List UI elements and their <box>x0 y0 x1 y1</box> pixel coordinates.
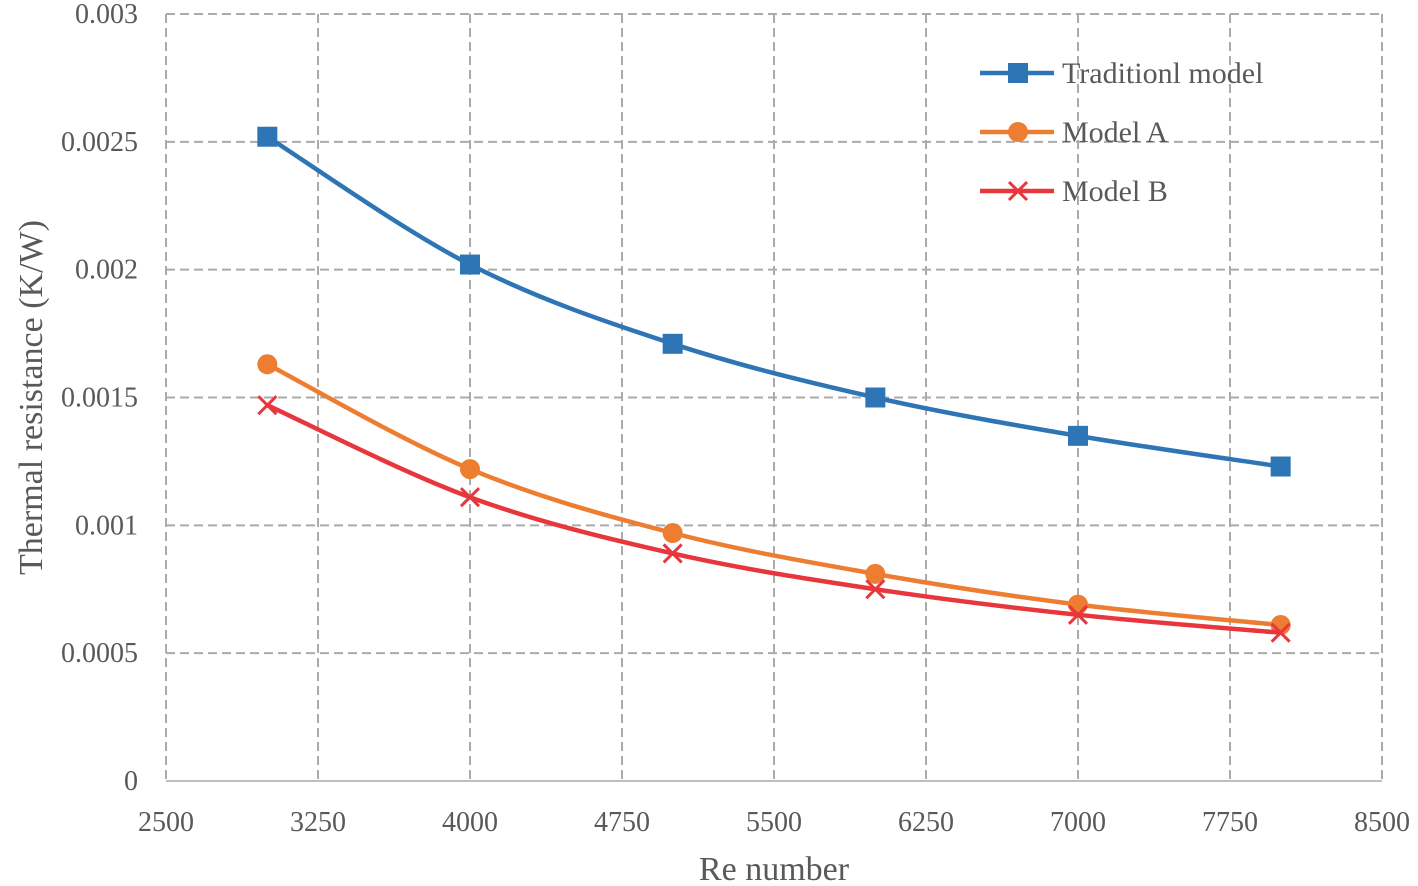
series-line-model-b <box>265 402 1283 635</box>
x-tick-label: 3250 <box>290 807 346 838</box>
data-point-traditionl-model <box>865 387 886 408</box>
series-traditionl-model <box>257 126 1291 477</box>
data-point-model-b <box>1270 622 1291 643</box>
data-point-model-b <box>459 487 481 508</box>
x-marker-stroke <box>257 395 278 416</box>
data-point-model-b <box>257 395 278 416</box>
x-marker-stroke <box>1067 604 1089 625</box>
series-line-model-a <box>265 362 1283 628</box>
legend-label: Model B <box>1062 175 1168 208</box>
data-point-model-b <box>662 543 683 564</box>
legend-marker <box>1008 122 1028 142</box>
series-model-a <box>257 354 1291 636</box>
x-marker-stroke <box>865 579 886 600</box>
data-point-model-a <box>1068 594 1088 615</box>
y-tick-label: 0.0025 <box>61 127 138 158</box>
x-marker-stroke <box>459 487 481 508</box>
x-axis-title: Re number <box>699 851 850 886</box>
y-tick-label: 0.001 <box>75 510 138 541</box>
data-point-traditionl-model <box>662 333 683 354</box>
data-point-model-a <box>662 523 683 544</box>
legend-marker <box>1007 180 1029 202</box>
x-marker-stroke <box>1270 622 1291 643</box>
axes: 0 0.0005 0.001 0.0015 0.002 0.0025 0.003 2500 32… <box>61 0 1410 838</box>
y-tick-label: 0.002 <box>75 255 138 286</box>
x-tick-label: 8500 <box>1354 807 1410 838</box>
series-line-traditionl-model <box>265 134 1283 469</box>
legend-item-traditionl-model: Traditionl model <box>980 57 1263 90</box>
data-point-model-b <box>1067 604 1089 625</box>
legend: Traditionl model Model A Model B <box>980 57 1263 208</box>
data-point-traditionl-model <box>257 126 278 147</box>
x-tick-label: 2500 <box>138 807 194 838</box>
x-marker-stroke <box>662 543 683 564</box>
legend-label: Traditionl model <box>1062 57 1263 90</box>
x-marker-stroke <box>1007 180 1029 202</box>
y-tick-label: 0.003 <box>75 0 138 30</box>
series-model-b <box>257 395 1291 643</box>
legend-item-model-a: Model A <box>980 116 1168 149</box>
data-point-model-a <box>257 354 278 375</box>
y-axis-title: Thermal resistance (K/W) <box>13 220 50 575</box>
x-tick-label: 4000 <box>442 807 498 838</box>
x-tick-label: 6250 <box>898 807 954 838</box>
y-tick-label: 0.0005 <box>61 638 138 669</box>
series <box>257 126 1291 643</box>
x-tick-label: 7000 <box>1050 807 1106 838</box>
legend-marker <box>1008 63 1028 83</box>
y-tick-label: 0 <box>124 766 138 797</box>
data-point-traditionl-model <box>1068 425 1088 446</box>
data-point-traditionl-model <box>1270 456 1291 477</box>
legend-label: Model A <box>1062 116 1168 149</box>
x-tick-label: 5500 <box>746 807 802 838</box>
legend-item-model-b: Model B <box>980 175 1168 208</box>
data-point-model-a <box>460 459 480 480</box>
data-point-model-b <box>865 579 886 600</box>
x-tick-label: 7750 <box>1202 807 1258 838</box>
data-point-traditionl-model <box>460 254 480 275</box>
y-tick-label: 0.0015 <box>61 383 138 414</box>
x-tick-label: 4750 <box>594 807 650 838</box>
data-point-model-a <box>865 563 886 584</box>
grid-lines <box>165 13 1383 781</box>
